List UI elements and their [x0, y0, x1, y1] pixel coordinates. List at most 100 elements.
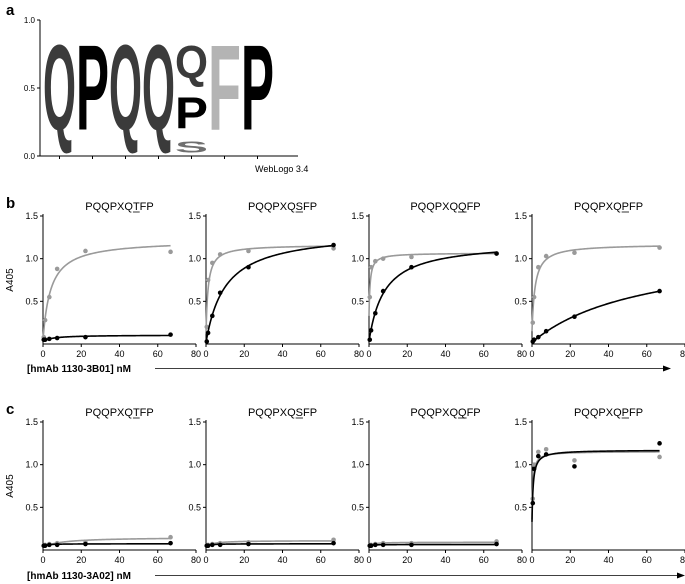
y-tick-label: 0.5: [25, 296, 38, 306]
data-point: [380, 256, 386, 261]
fit-curve: [42, 543, 171, 548]
chart-title: PQQPXQTFP: [85, 407, 153, 419]
logo-y-tick-label: 1.0: [24, 16, 36, 25]
data-point: [531, 294, 537, 300]
panel-label-a: a: [6, 2, 15, 19]
x-tick-label: 20: [76, 349, 86, 359]
y-tick-label: 1.5: [351, 417, 364, 427]
data-point: [368, 328, 374, 333]
logo-letter-p: P: [76, 19, 109, 155]
x-tick-label: 0: [40, 555, 45, 565]
y-tick-label: 0.5: [188, 296, 201, 306]
sequence-logo: 0.00.51.0 Q P Q Q SPQ F P: [24, 16, 298, 161]
chart-title: PQQPXQSFP: [248, 407, 317, 419]
chart-panel-b-3: PQQPXQQFP 0 20 40 60 80 0.5 1.0 1.5: [351, 201, 527, 359]
y-tick-label: 1.0: [25, 460, 38, 470]
y-tick-label: 1.5: [351, 211, 364, 221]
data-point: [367, 294, 373, 300]
fit-curve: [531, 451, 660, 520]
data-point: [536, 453, 541, 459]
x-tick-label: 20: [565, 555, 575, 565]
data-point: [409, 254, 414, 260]
y-tick-label: 1.5: [188, 417, 201, 427]
binding-curves: PQQPXQTFP 0 20 40 60 80 0.5 1.0 1.5 A405 PQQPXQSFP…: [5, 201, 685, 565]
fit-curve: [531, 449, 660, 522]
x-tick-label: 20: [402, 555, 412, 565]
y-tick-label: 0.5: [188, 502, 201, 512]
data-point: [531, 466, 537, 472]
chart-title: PQQPXQPFP: [574, 201, 643, 213]
data-point: [494, 251, 499, 256]
data-point: [47, 294, 52, 300]
row-c-xlabel: [hmAb 1130-3A02] nM: [27, 571, 131, 582]
fit-curve: [368, 252, 497, 316]
data-point: [657, 454, 662, 460]
x-tick-label: 80: [680, 349, 685, 359]
x-tick-label: 60: [642, 555, 652, 565]
data-point: [368, 543, 374, 549]
data-point: [246, 264, 251, 270]
fit-curve: [205, 245, 334, 334]
y-tick-label: 1.5: [25, 417, 38, 427]
y-tick-label: 0.5: [514, 502, 527, 512]
logo-y-tick-label: 0.5: [24, 84, 36, 93]
fit-curve: [42, 244, 171, 340]
x-tick-label: 80: [191, 349, 201, 359]
data-point: [373, 258, 378, 264]
data-point: [210, 260, 215, 266]
logo-letter-q: Q: [142, 21, 175, 156]
chart-title: PQQPXQSFP: [248, 201, 317, 213]
y-tick-label: 1.0: [351, 460, 364, 470]
x-tick-label: 80: [517, 349, 527, 359]
chart-title: PQQPXQPFP: [574, 407, 643, 419]
panel-label-b: b: [6, 195, 15, 212]
data-point: [530, 320, 536, 325]
x-tick-label: 0: [203, 349, 208, 359]
data-point: [210, 542, 215, 548]
data-point: [331, 246, 336, 251]
logo-letter-p: P: [241, 19, 274, 155]
logo-letter-s: S: [175, 138, 208, 156]
data-point: [536, 449, 541, 455]
data-point: [205, 330, 211, 336]
data-point: [494, 541, 499, 547]
x-tick-label: 40: [277, 349, 287, 359]
data-point: [409, 264, 414, 270]
y-tick-label: 1.0: [25, 254, 38, 264]
fit-curve: [205, 244, 334, 343]
y-tick-label: 1.0: [514, 460, 527, 470]
data-point: [83, 334, 88, 340]
data-point: [572, 250, 577, 255]
data-point: [536, 264, 541, 270]
y-tick-label: 1.5: [514, 211, 527, 221]
chart-panel-b-1: PQQPXQTFP 0 20 40 60 80 0.5 1.0 1.5 A405: [5, 201, 201, 359]
chart-panel-c-1: PQQPXQTFP 0 20 40 60 80 0.5 1.0 1.5 A405: [5, 407, 201, 565]
logo-letter-q: Q: [43, 21, 76, 156]
logo-letter-p: P: [175, 89, 208, 139]
weblogo-credit: WebLogo 3.4: [255, 164, 308, 174]
data-point: [47, 336, 52, 342]
logo-letter-f: F: [208, 19, 241, 155]
fit-curve: [368, 543, 497, 548]
data-point: [368, 264, 374, 270]
chart-panel-b-4: PQQPXQPFP 0 20 40 60 80 0.5 1.0 1.5: [514, 201, 685, 359]
data-point: [373, 310, 378, 316]
row-c-arrowhead: [677, 572, 685, 579]
x-tick-label: 80: [191, 555, 201, 565]
data-point: [380, 542, 386, 548]
data-point: [530, 500, 536, 506]
x-tick-label: 40: [440, 555, 450, 565]
data-point: [54, 335, 60, 341]
chart-title: PQQPXQQFP: [410, 407, 480, 419]
fit-curve: [205, 543, 334, 548]
data-point: [205, 277, 211, 283]
data-point: [42, 543, 48, 549]
data-point: [572, 458, 577, 463]
data-point: [531, 462, 537, 467]
logo-y-tick-label: 0.0: [24, 152, 36, 161]
data-point: [543, 328, 549, 334]
x-tick-label: 40: [440, 349, 450, 359]
data-point: [54, 542, 60, 548]
chart-panel-c-2: PQQPXQSFP 0 20 40 60 80 0.5 1.0 1.5: [188, 407, 364, 565]
